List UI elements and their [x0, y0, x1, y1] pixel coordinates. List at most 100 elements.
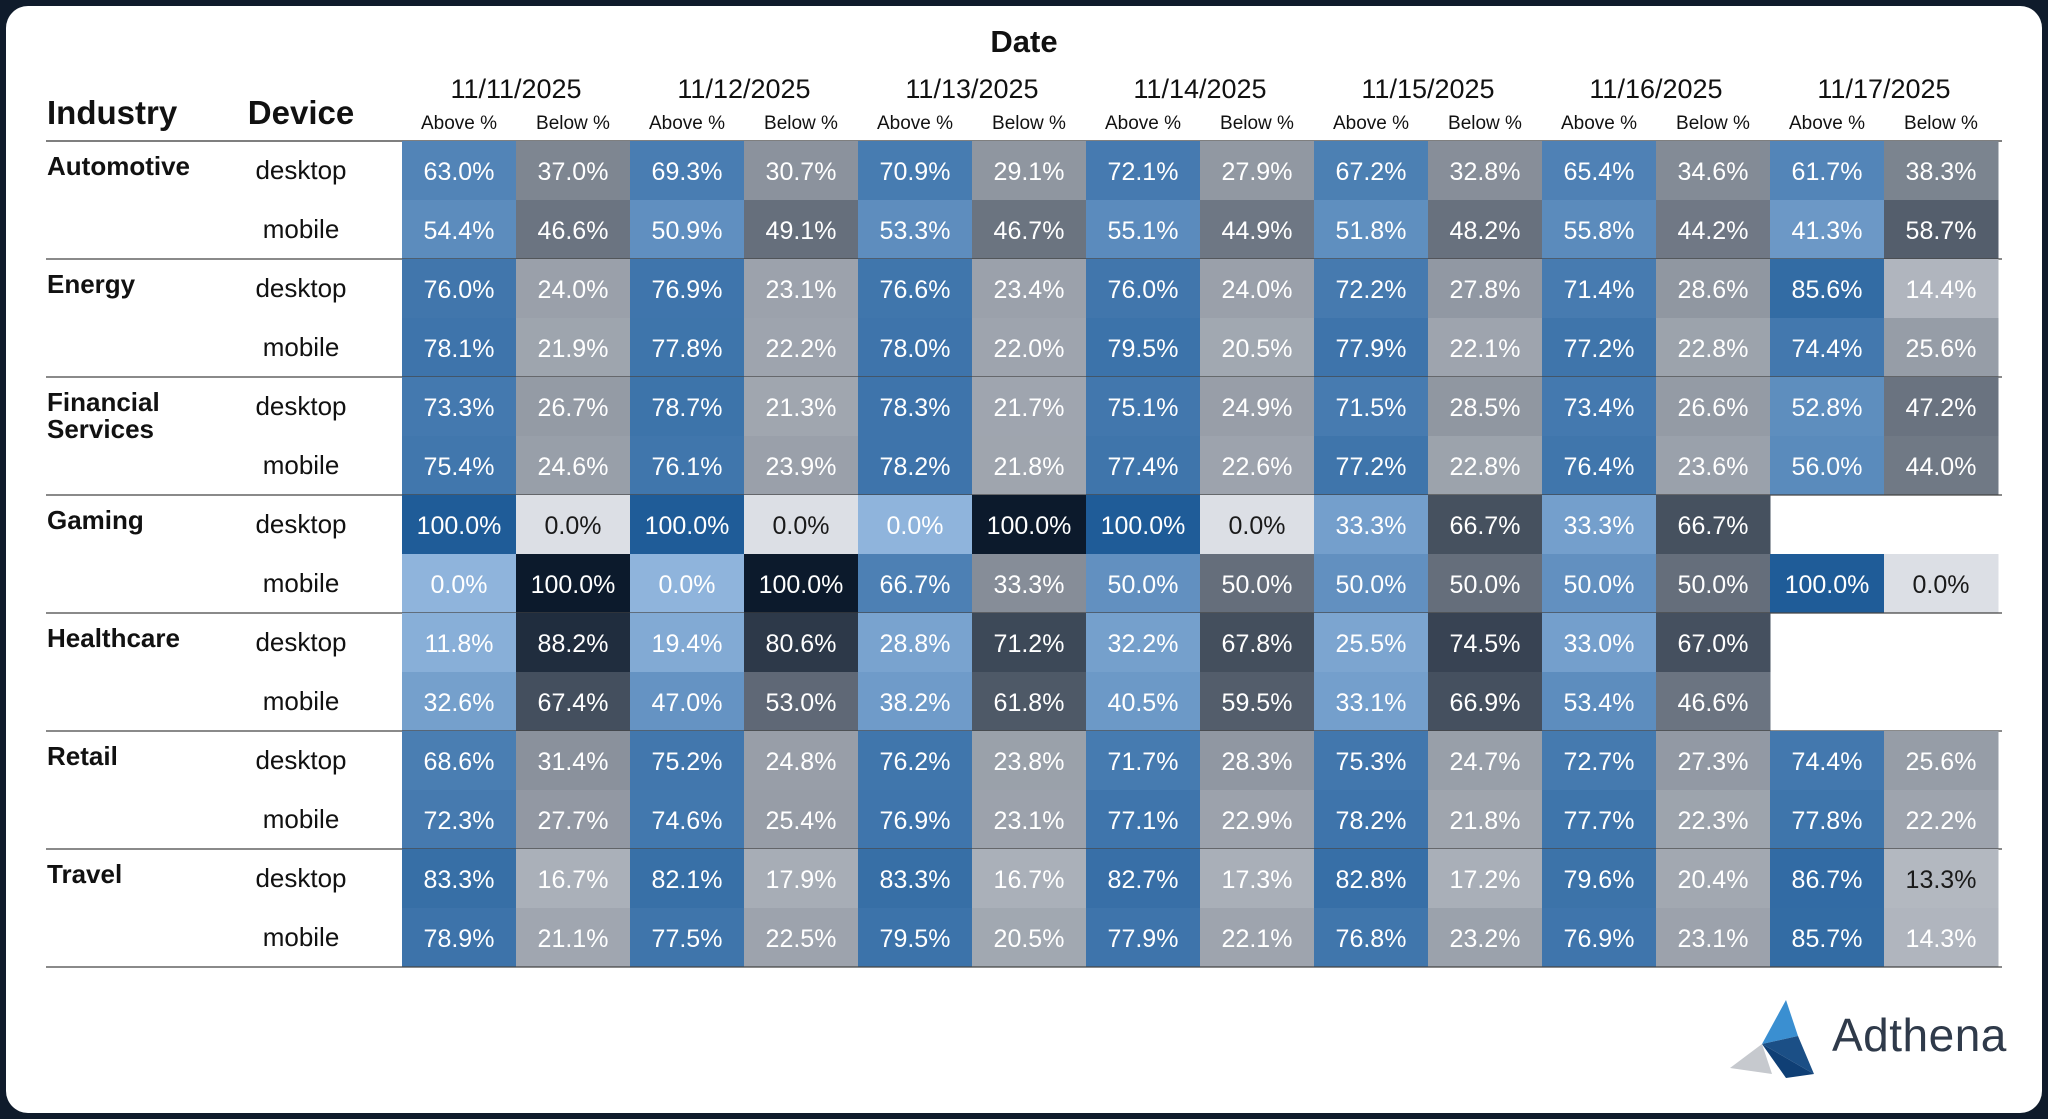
cell-value: 23.9%	[766, 453, 837, 481]
heatmap-cell	[744, 554, 859, 614]
heatmap-cell	[1542, 318, 1657, 378]
heatmap-cell	[858, 849, 973, 909]
device-label: mobile	[263, 804, 340, 834]
measure-label: Below %	[764, 113, 838, 134]
heatmap-cell	[1428, 495, 1543, 555]
cell-value: 24.7%	[1450, 748, 1521, 776]
heatmap-cell	[630, 259, 745, 319]
cell-value: 85.6%	[1792, 276, 1863, 304]
cell-value: 82.8%	[1336, 866, 1407, 894]
heatmap-cell	[516, 613, 631, 673]
heatmap-cell	[1200, 318, 1315, 378]
cell-value: 59.5%	[1222, 689, 1293, 717]
heatmap-cell	[402, 790, 517, 850]
date-label: 11/15/2025	[1361, 74, 1494, 104]
cell-value: 25.6%	[1906, 748, 1977, 776]
heatmap-cell	[516, 731, 631, 791]
cell-value: 76.9%	[1564, 925, 1635, 953]
cell-value: 33.1%	[1336, 689, 1407, 717]
cell-value: 72.7%	[1564, 748, 1635, 776]
cell-value: 0.0%	[659, 571, 716, 599]
cell-value: 40.5%	[1108, 689, 1179, 717]
device-label: mobile	[263, 686, 340, 716]
heatmap-cell	[1428, 613, 1543, 673]
heatmap-cell	[630, 790, 745, 850]
cell-value: 32.8%	[1450, 158, 1521, 186]
cell-value: 77.8%	[1792, 807, 1863, 835]
cell-value: 24.0%	[538, 276, 609, 304]
cell-value: 50.0%	[1336, 571, 1407, 599]
heatmap-cell	[744, 318, 859, 378]
cell-value: 0.0%	[431, 571, 488, 599]
heatmap-cell	[1200, 731, 1315, 791]
cell-value: 72.2%	[1336, 276, 1407, 304]
cell-value: 0.0%	[773, 512, 830, 540]
heatmap-cell	[1086, 672, 1201, 732]
heatmap-cell	[1770, 790, 1885, 850]
cell-value: 66.9%	[1450, 689, 1521, 717]
heatmap-cell	[1428, 672, 1543, 732]
heatmap-cell	[972, 731, 1087, 791]
heatmap-cell	[744, 731, 859, 791]
cell-value: 26.6%	[1678, 394, 1749, 422]
cell-value: 77.8%	[652, 335, 723, 363]
cell-value: 17.9%	[766, 866, 837, 894]
heatmap-cell	[744, 672, 859, 732]
cell-value: 24.9%	[1222, 394, 1293, 422]
cell-value: 23.1%	[1678, 925, 1749, 953]
cell-value: 70.9%	[880, 158, 951, 186]
heatmap-cell	[516, 672, 631, 732]
heatmap-cell	[1656, 908, 1771, 968]
heatmap-cell	[1542, 259, 1657, 319]
cell-value: 69.3%	[652, 158, 723, 186]
cell-value: 79.5%	[1108, 335, 1179, 363]
heatmap-cell	[1086, 908, 1201, 968]
cell-value: 0.0%	[545, 512, 602, 540]
cell-value: 77.9%	[1336, 335, 1407, 363]
cell-value: 20.5%	[1222, 335, 1293, 363]
heatmap-cell	[858, 200, 973, 260]
cell-value: 47.0%	[652, 689, 723, 717]
cell-value: 44.0%	[1906, 453, 1977, 481]
cell-value: 72.3%	[424, 807, 495, 835]
heatmap-cell	[402, 613, 517, 673]
heatmap-cell	[630, 377, 745, 437]
cell-value: 86.7%	[1792, 866, 1863, 894]
date-label: 11/13/2025	[905, 74, 1038, 104]
cell-value: 74.6%	[652, 807, 723, 835]
cell-value: 76.0%	[1108, 276, 1179, 304]
heatmap-cell	[1770, 849, 1885, 909]
measure-label: Above %	[877, 113, 953, 134]
industry-label: Healthcare	[47, 623, 180, 653]
cell-value: 25.5%	[1336, 630, 1407, 658]
heatmap-cell	[1542, 495, 1657, 555]
heatmap-cell	[1884, 200, 1999, 260]
cell-value: 27.9%	[1222, 158, 1293, 186]
cell-value: 29.1%	[994, 158, 1065, 186]
heatmap-cell	[1884, 318, 1999, 378]
heatmap-cell	[630, 908, 745, 968]
measure-label: Below %	[1904, 113, 1978, 134]
heatmap-cell	[1200, 377, 1315, 437]
cell-value: 79.5%	[880, 925, 951, 953]
heatmap-cell	[972, 318, 1087, 378]
heatmap-cell	[1770, 731, 1885, 791]
cell-value: 17.3%	[1222, 866, 1293, 894]
cell-value: 22.3%	[1678, 807, 1749, 835]
cell-value: 53.0%	[766, 689, 837, 717]
industry-label: Travel	[47, 859, 122, 889]
heatmap-cell	[1314, 318, 1429, 378]
heatmap-cell	[1314, 495, 1429, 555]
cell-value: 11.8%	[424, 630, 493, 658]
measure-label: Above %	[649, 113, 725, 134]
device-label: desktop	[255, 745, 346, 775]
industry-label: Retail	[47, 741, 118, 771]
heatmap-cell	[402, 672, 517, 732]
cell-value: 67.8%	[1222, 630, 1293, 658]
cell-value: 76.4%	[1564, 453, 1635, 481]
cell-value: 50.9%	[652, 217, 723, 245]
cell-value: 73.4%	[1564, 394, 1635, 422]
cell-value: 83.3%	[424, 866, 495, 894]
cell-value: 55.1%	[1108, 217, 1179, 245]
heatmap-cell	[1086, 613, 1201, 673]
